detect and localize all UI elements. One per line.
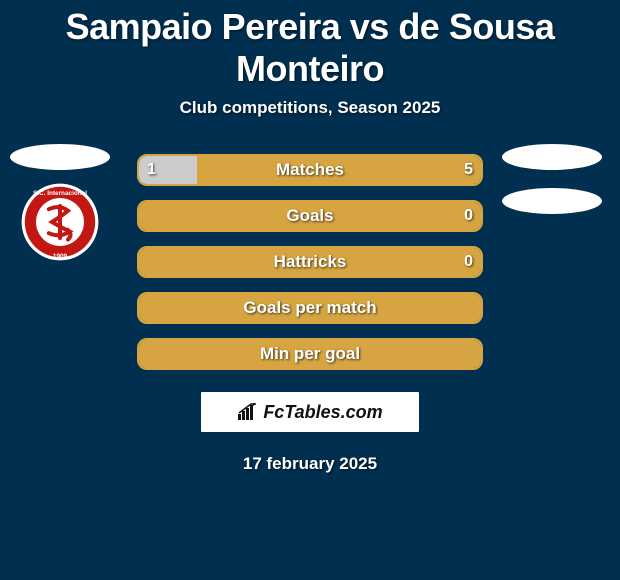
stat-bar: Goals0 [137, 200, 483, 232]
stat-bar: Matches1 5 [137, 154, 483, 186]
stat-bars: Matches15Goals0Hattricks0Goals per match… [137, 154, 483, 370]
right-country-flag-1 [502, 144, 602, 170]
left-club-crest: S.C. Internacional 1909 [20, 182, 100, 262]
bar-value-right: 0 [464, 246, 473, 278]
bar-label: Min per goal [137, 338, 483, 370]
stat-bar: Min per goal [137, 338, 483, 370]
left-player-column: S.C. Internacional 1909 [10, 144, 110, 262]
stat-bar: Goals per match [137, 292, 483, 324]
bar-label: Goals per match [137, 292, 483, 324]
bar-label: Goals [137, 200, 483, 232]
svg-text:1909: 1909 [53, 253, 68, 260]
subtitle: Club competitions, Season 2025 [0, 98, 620, 118]
svg-text:S.C. Internacional: S.C. Internacional [33, 190, 87, 197]
left-country-flag [10, 144, 110, 170]
bar-label: Matches [137, 154, 483, 186]
brand-chart-icon [237, 403, 259, 421]
brand-box: FcTables.com [201, 392, 419, 432]
bar-value-right: 5 [464, 154, 473, 186]
date-line: 17 february 2025 [0, 454, 620, 474]
right-country-flag-2 [502, 188, 602, 214]
bar-value-left: 1 [147, 154, 156, 186]
comparison-content: S.C. Internacional 1909 Matches15Goals0H… [0, 154, 620, 474]
stat-bar: Hattricks0 [137, 246, 483, 278]
brand-text: FcTables.com [263, 402, 382, 423]
right-player-column [502, 144, 602, 214]
page-title: Sampaio Pereira vs de Sousa Monteiro [0, 0, 620, 90]
bar-value-right: 0 [464, 200, 473, 232]
bar-label: Hattricks [137, 246, 483, 278]
